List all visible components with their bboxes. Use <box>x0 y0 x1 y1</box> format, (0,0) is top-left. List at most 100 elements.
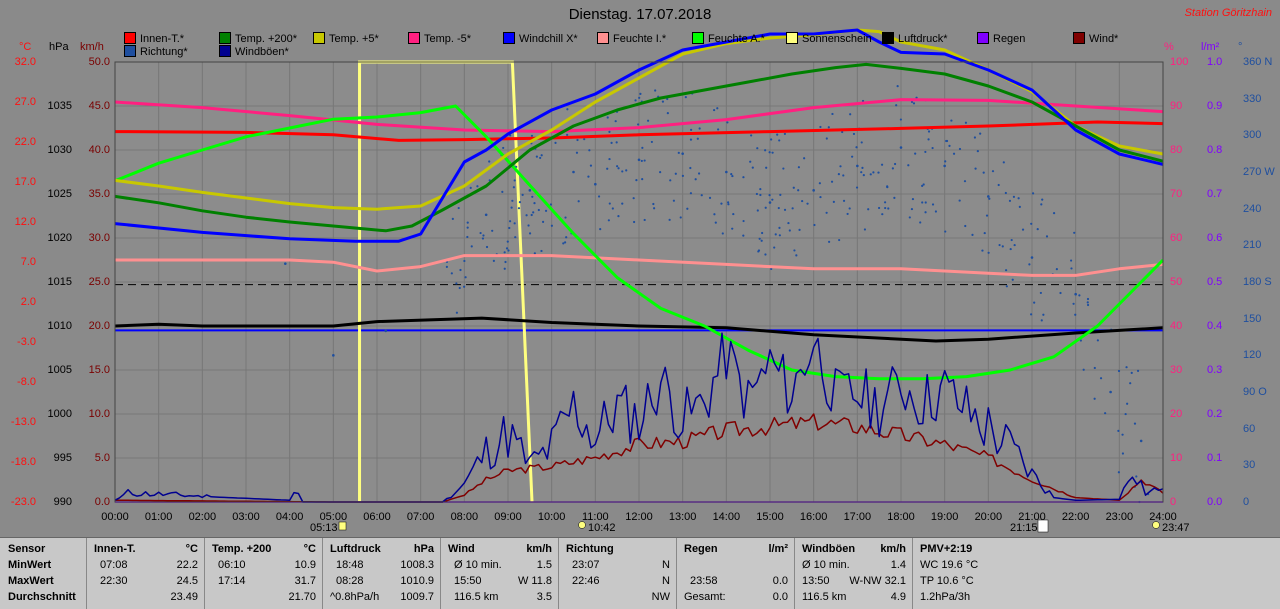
direction-point-14 <box>943 164 946 168</box>
time-axis-tick: 07:00 <box>406 511 435 523</box>
rain-axis-tick: 0.3 <box>1207 364 1223 376</box>
direction-dot <box>1086 297 1090 301</box>
wind-axis-tick: 20.0 <box>88 320 110 332</box>
direction-dot <box>514 236 517 239</box>
direction-dot <box>689 138 693 141</box>
time-axis-tick: 24:00 <box>1149 511 1177 523</box>
temp-axis-tick: 7.0 <box>20 256 36 268</box>
stats-header-sensor: Sensor <box>8 543 46 555</box>
direction-dot <box>1096 339 1099 342</box>
direction-dot <box>770 138 773 141</box>
direction-dot <box>689 192 693 195</box>
direction-dot <box>633 220 636 224</box>
direction-dot <box>686 207 689 210</box>
direction-dot <box>458 286 461 290</box>
direction-dot <box>855 146 858 149</box>
series-temp-200 <box>114 62 1164 233</box>
legend-label: Regen <box>993 33 1026 45</box>
direction-dot <box>1104 412 1107 415</box>
legend-item-feuchte-a[interactable]: Feuchte A.* <box>692 32 765 45</box>
rain-axis-tick: 1.0 <box>1207 56 1223 68</box>
direction-dot <box>838 238 841 242</box>
legend-item-sonnenschein[interactable]: Sonnenschein <box>786 32 872 45</box>
direction-dot <box>666 97 669 101</box>
legend-item-luftdruck[interactable]: Luftdruck* <box>882 32 948 45</box>
direction-dot <box>948 144 951 147</box>
direction-dot <box>982 171 985 174</box>
direction-dot <box>684 96 687 99</box>
direction-dot <box>640 159 643 163</box>
pmv-pressure-trend: 1.2hPa/3h <box>920 591 971 603</box>
direction-point-2 <box>384 329 388 333</box>
direction-dot <box>927 130 931 133</box>
direction-dot <box>713 213 716 216</box>
direction-dot <box>1129 382 1132 385</box>
pressure-axis-tick: 1000 <box>47 408 72 420</box>
direction-dot <box>504 260 507 264</box>
direction-dot <box>825 137 828 140</box>
legend-item-regen[interactable]: Regen <box>977 32 1025 45</box>
legend-swatch <box>124 45 136 57</box>
direction-dot <box>517 207 521 210</box>
direction-dot <box>714 221 717 224</box>
direction-dot <box>895 104 898 107</box>
direction-dot <box>1117 369 1121 373</box>
legend-item-richtung[interactable]: Richtung* <box>124 45 188 58</box>
direction-dot <box>983 231 986 235</box>
direction-dot <box>1069 259 1073 262</box>
legend-label: Sonnenschein <box>802 33 872 45</box>
direction-dot <box>457 206 460 210</box>
direction-point-13 <box>899 146 903 149</box>
direction-dot <box>912 102 916 105</box>
direction-dot <box>597 195 601 198</box>
stats-header-innen: Innen-T. <box>94 543 136 555</box>
legend-swatch <box>786 32 798 44</box>
unit-degree: ° <box>1238 41 1243 53</box>
direction-dot <box>501 190 504 193</box>
direction-dot <box>541 220 545 223</box>
direction-dot <box>998 243 1001 247</box>
legend-item-feuchte-i[interactable]: Feuchte I.* <box>597 32 666 45</box>
legend-item-windb-en[interactable]: Windböen* <box>219 45 289 58</box>
legend-item-temp-5[interactable]: Temp. +5* <box>313 32 379 45</box>
direction-dot <box>848 207 851 210</box>
direction-point-16 <box>1030 256 1034 259</box>
legend-item-windchill-x[interactable]: Windchill X* <box>503 32 578 45</box>
humidity-axis-tick: 90 <box>1170 100 1183 112</box>
direction-axis-tick: 0 <box>1243 496 1250 508</box>
direction-dot <box>587 175 590 178</box>
direction-dot <box>625 169 628 172</box>
direction-dot <box>831 112 834 116</box>
direction-dot <box>537 208 540 212</box>
humidity-axis-tick: 50 <box>1170 276 1183 288</box>
direction-dot <box>466 221 469 224</box>
direction-dot <box>696 137 699 140</box>
direction-dot <box>455 311 458 314</box>
direction-dot <box>510 206 513 209</box>
direction-dot <box>759 193 762 197</box>
legend-item-temp-5[interactable]: Temp. -5* <box>408 32 471 45</box>
direction-dot <box>503 251 506 254</box>
unit-celsius: °C <box>19 41 32 53</box>
direction-dot <box>1099 377 1103 380</box>
direction-dot <box>564 216 567 219</box>
legend-item-innen-t[interactable]: Innen-T.* <box>124 32 184 45</box>
direction-dot <box>463 259 466 263</box>
direction-axis-tick: 180 S <box>1243 276 1272 288</box>
stats-col-druck: Luftdruck hPa 18:48 1008.3 08:28 1010.9 ^0.… <box>322 538 441 609</box>
direction-dot <box>672 199 675 202</box>
direction-dot <box>532 211 535 214</box>
direction-dot <box>783 132 787 136</box>
direction-dot <box>787 221 790 225</box>
wind-axis-tick: 45.0 <box>88 100 110 112</box>
direction-dot <box>806 202 809 205</box>
direction-dot <box>973 136 976 139</box>
direction-dot <box>713 108 716 112</box>
legend-item-wind[interactable]: Wind* <box>1073 32 1118 45</box>
rain-axis-tick: 0.2 <box>1207 408 1223 420</box>
direction-dot <box>1126 402 1129 405</box>
temp-axis-tick: -23.0 <box>10 496 36 508</box>
direction-axis-tick: 90 O <box>1243 386 1267 398</box>
direction-point-15 <box>987 195 990 198</box>
legend-item-temp-200[interactable]: Temp. +200* <box>219 32 297 45</box>
